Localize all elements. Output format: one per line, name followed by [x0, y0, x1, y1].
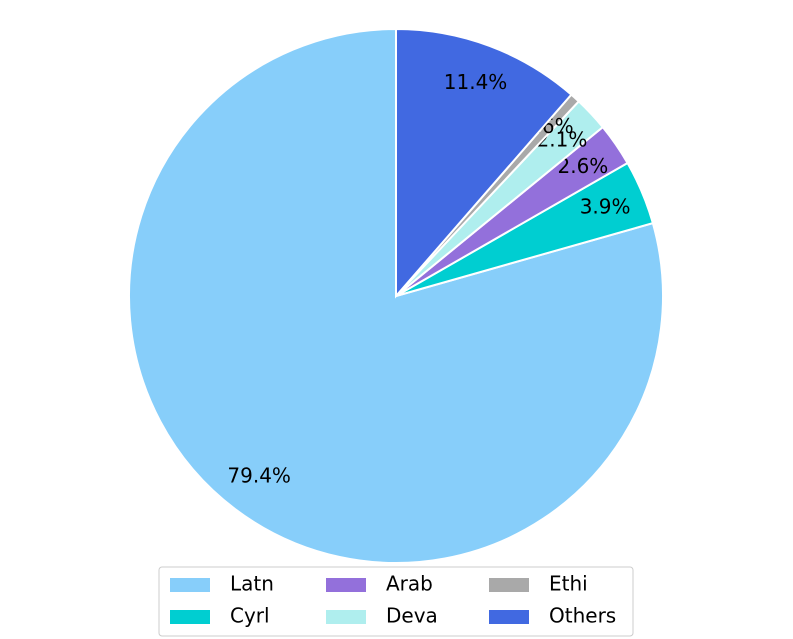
slice-label: 11.4% — [444, 70, 508, 94]
legend-swatch — [489, 610, 529, 624]
legend-swatch — [170, 610, 210, 624]
slice-label: 79.4% — [227, 464, 291, 488]
legend-label: Arab — [386, 572, 433, 596]
legend-label: Deva — [386, 604, 438, 628]
legend-label: Cyrl — [230, 604, 270, 628]
legend-swatch — [326, 578, 366, 592]
slice-label: 3.9% — [580, 194, 631, 218]
legend-label: Latn — [230, 572, 274, 596]
pie-slice — [395, 27, 573, 299]
legend-swatch — [326, 610, 366, 624]
legend-label: Others — [549, 604, 616, 628]
legend-label: Ethi — [549, 572, 588, 596]
legend-swatch — [170, 578, 210, 592]
legend-swatch — [489, 578, 529, 592]
